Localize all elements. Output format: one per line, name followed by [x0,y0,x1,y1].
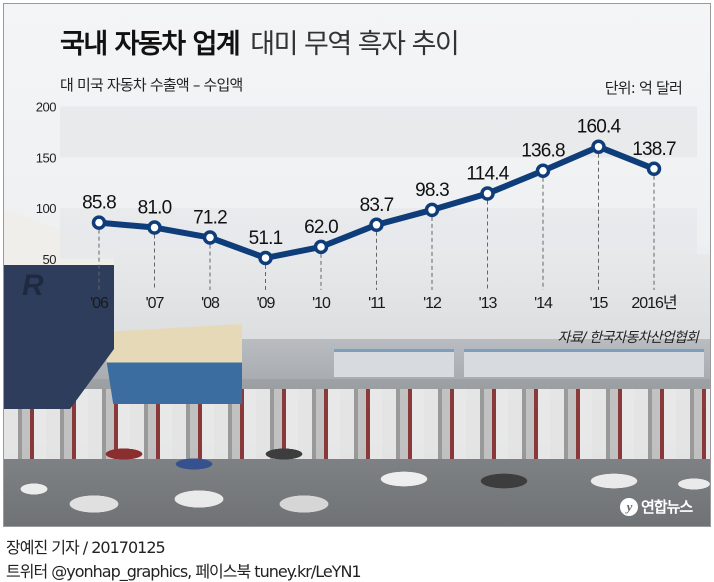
social-links: 트위터 @yonhap_graphics, 페이스북 tuney.kr/LeYN… [6,562,362,581]
x-axis-label: '13 [479,295,498,312]
value-label: 71.2 [193,208,227,229]
data-point-marker [202,230,218,245]
value-label: 138.7 [632,139,676,160]
y-tick-label: 50 [43,252,57,267]
data-point-marker [147,220,162,235]
value-label: 85.8 [82,193,116,214]
source-note: 자료/ 한국자동차산업협회 [557,330,699,346]
data-point-marker [424,202,440,218]
value-label: 83.7 [360,195,394,216]
value-label: 62.0 [304,217,338,238]
data-point-marker [369,217,384,233]
x-axis-label: '12 [423,295,442,312]
data-point-marker [480,186,495,201]
y-tick-label: 100 [36,201,56,216]
background-factory [464,349,704,377]
title-bold: 국내 자동차 업계 [60,29,241,60]
x-axis-label: '14 [534,295,553,312]
value-label: 136.8 [521,141,565,162]
byline: 장예진 기자 / 20170125 [6,538,166,557]
x-axis-label: '08 [201,295,220,312]
yonhap-logo: y 연합뉴스 [620,496,693,517]
x-axis-label: '07 [146,295,165,312]
background-cars-photo [4,389,710,526]
infographic-frame: R [3,3,711,527]
x-axis-label: 2016년 [631,294,677,312]
title-light: 대미 무역 흑자 추이 [250,29,459,60]
grid-band [60,208,697,260]
yonhap-logo-icon: y [620,497,638,516]
data-point-marker [535,163,551,178]
x-axis-label: '10 [312,295,331,312]
unit-label: 단위: 억 달러 [604,79,683,97]
background-cargo-ship [102,324,242,404]
x-axis-labels: '06 '07 '08 '09 '10 '11 '12 '13 '14 '15 2016년 [90,294,678,312]
value-label: 51.1 [249,228,283,249]
x-axis-label: '15 [590,295,609,312]
data-point-marker [313,239,329,255]
y-axis-ticks: 200 150 100 50 [36,99,57,267]
x-axis-label: '11 [368,295,386,312]
data-point-marker [591,139,606,154]
chart-title: 국내 자동차 업계 대미 무역 흑자 추이 [60,22,460,61]
x-axis-label: '09 [257,295,276,312]
dashed-guides [98,146,655,290]
value-label: 114.4 [466,164,509,185]
y-tick-label: 150 [36,150,56,165]
yonhap-logo-text: 연합뉴스 [641,498,693,516]
data-point-marker [646,161,662,177]
data-point-marker [91,215,107,230]
background-factory [334,349,454,377]
data-point-marker [258,250,273,266]
data-markers [91,139,662,266]
value-labels: 85.8 81.0 71.2 51.1 62.0 83.7 98.3 114.4 136.8 16… [82,117,677,249]
x-axis-label: '06 [90,295,109,312]
chart-subtitle: 대 미국 자동차 수출액 – 수입액 [60,76,243,94]
value-label: 81.0 [138,198,172,219]
value-label: 98.3 [415,180,449,201]
y-tick-label: 200 [36,99,56,114]
value-label: 160.4 [577,117,622,138]
